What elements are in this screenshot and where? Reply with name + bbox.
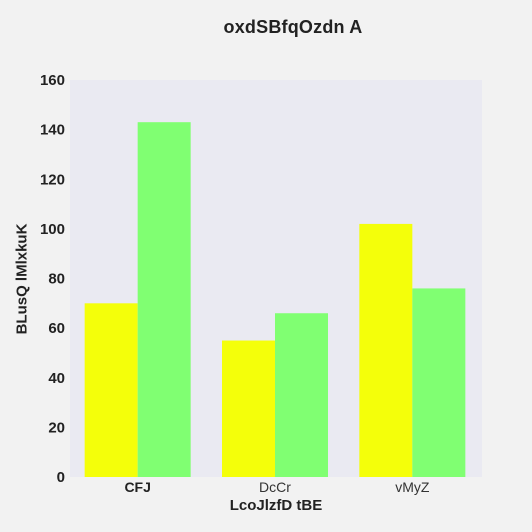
y-tick-label: 160 [40,72,65,89]
bar-vMyZ-series-2 [412,288,466,477]
x-tick-labels: CFJ DcCr vMyZ [124,479,429,495]
x-axis-title: LcoJlzfD tBE [229,497,323,514]
x-tick-label-CFJ: CFJ [124,479,150,495]
x-tick-label-DcCr: DcCr [259,479,291,495]
bar-DcCr-series-2 [275,313,328,477]
y-tick-label: 0 [57,469,65,486]
bars-group [84,122,466,478]
bar-CFJ-series-1 [84,303,138,477]
bar-vMyZ-series-1 [359,223,413,477]
bar-CFJ-series-2 [137,122,191,478]
chart-title: oxdSBfqOzdn A [223,17,363,37]
y-tick-label: 100 [40,221,65,238]
y-tick-label: 140 [40,122,65,139]
x-tick-label-vMyZ: vMyZ [395,479,430,495]
bar-DcCr-series-1 [222,340,275,477]
y-tick-label: 80 [48,271,65,288]
y-tick-label: 120 [40,171,65,188]
y-tick-labels: 0 20 40 60 80 100 120 140 160 [40,72,65,486]
y-tick-label: 20 [48,419,65,436]
y-tick-label: 60 [48,320,65,337]
y-tick-label: 40 [48,370,65,387]
